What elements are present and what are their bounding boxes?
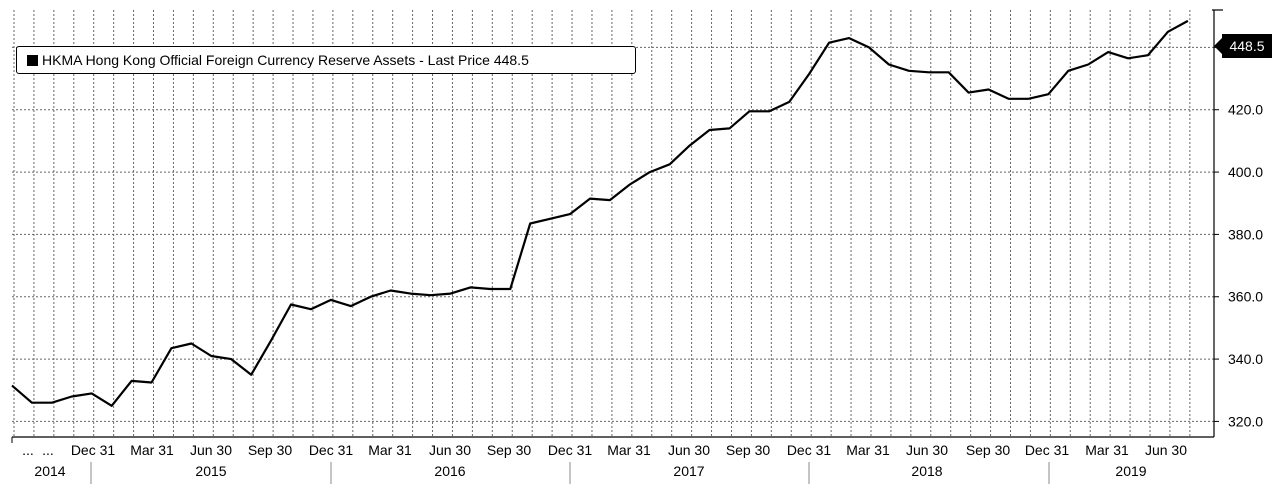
x-tick-label: Dec 31 <box>309 442 354 458</box>
y-tick-label: 400.0 <box>1228 164 1263 180</box>
last-value-tag: 448.5 <box>1214 34 1272 58</box>
x-tick-label: Mar 31 <box>130 442 174 458</box>
x-tick-label: Mar 31 <box>607 442 651 458</box>
y-tick-label: 320.0 <box>1228 413 1263 429</box>
y-tick-label: 340.0 <box>1228 351 1263 367</box>
x-tick-label: Mar 31 <box>846 442 890 458</box>
x-tick-label: Jun 30 <box>429 442 471 458</box>
x-tick-label: Jun 30 <box>906 442 948 458</box>
x-tick-label: Sep 30 <box>248 442 293 458</box>
legend-label: HKMA Hong Kong Official Foreign Currency… <box>42 52 529 68</box>
year-label: 2016 <box>434 463 465 479</box>
x-tick-label: Sep 30 <box>966 442 1011 458</box>
year-label: 2014 <box>34 463 65 479</box>
x-tick-label: Dec 31 <box>787 442 832 458</box>
axes <box>11 9 1223 443</box>
year-label: 2017 <box>673 463 704 479</box>
year-labels: 2014 2015 2016 2017 2018 2019 <box>34 462 1147 484</box>
x-tick-label: ... <box>22 442 34 458</box>
year-label: 2019 <box>1115 463 1146 479</box>
y-tick-label: 420.0 <box>1228 102 1263 118</box>
year-label: 2015 <box>195 463 226 479</box>
x-tick-label: Dec 31 <box>71 442 116 458</box>
x-tick-label: Jun 30 <box>1145 442 1187 458</box>
x-tick-label: Mar 31 <box>368 442 412 458</box>
year-label: 2018 <box>911 463 942 479</box>
x-tick-label: Jun 30 <box>190 442 232 458</box>
x-tick-label: Mar 31 <box>1085 442 1129 458</box>
series-line <box>11 19 1189 407</box>
x-tick-label: Dec 31 <box>548 442 593 458</box>
x-tick-label: ... <box>42 442 54 458</box>
x-tick-label: Sep 30 <box>726 442 771 458</box>
x-tick-label: Jun 30 <box>668 442 710 458</box>
x-axis: ...... Dec 31 Mar 31 Jun 30 Sep 30 Dec 31 Mar … <box>22 442 1187 458</box>
y-tick-label: 380.0 <box>1228 226 1263 242</box>
legend: HKMA Hong Kong Official Foreign Currency… <box>16 46 636 74</box>
grid <box>12 10 1214 437</box>
legend-swatch <box>27 54 38 66</box>
x-tick-label: Sep 30 <box>487 442 532 458</box>
y-tick-label: 360.0 <box>1228 289 1263 305</box>
x-tick-label: Dec 31 <box>1025 442 1070 458</box>
